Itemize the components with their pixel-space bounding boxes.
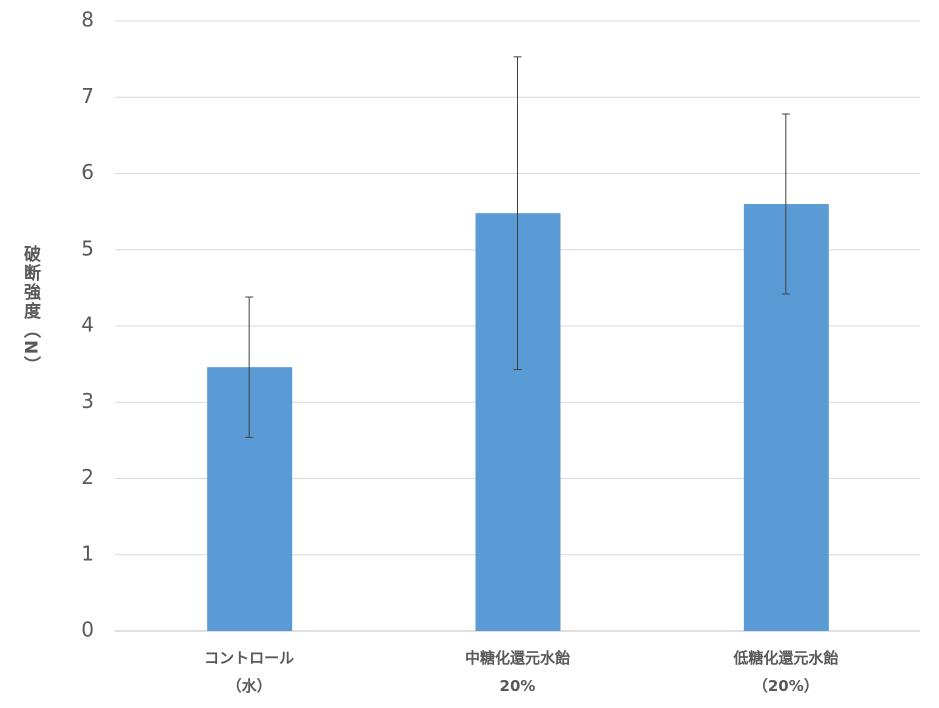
x-tick-label: 中糖化還元水飴 20% [464,649,570,695]
y-tick-label: 2 [81,465,94,489]
y-tick-label: 0 [81,618,94,642]
error-bar [513,56,522,370]
y-tick-label: 8 [81,8,94,32]
x-tick-label: コントロール （水） [204,649,295,695]
y-tick-label: 1 [81,541,94,565]
bar [207,367,293,631]
y-tick-label: 3 [81,389,94,413]
y-tick-label: 7 [81,84,94,108]
x-tick-label: 低糖化還元水飴 （20%） [733,649,839,695]
y-tick-label: 6 [81,160,94,184]
y-tick-label: 5 [81,236,94,260]
error-bar [781,113,790,295]
error-bar [245,296,254,438]
y-axis-label: 破断強度（N） [20,245,40,376]
y-tick-label: 4 [81,313,94,337]
